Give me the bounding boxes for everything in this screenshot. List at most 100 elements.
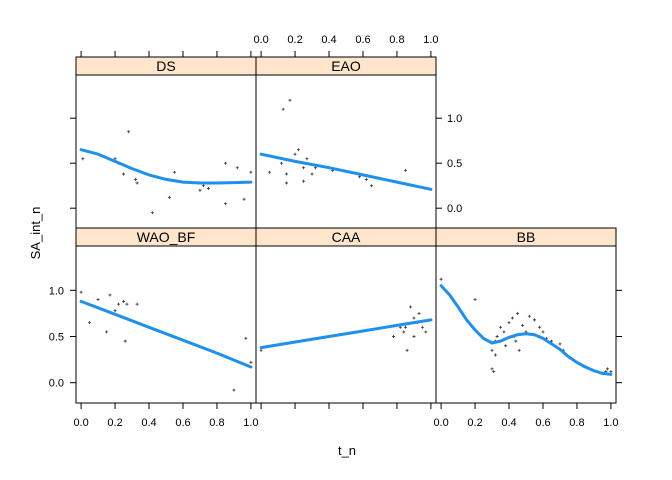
smooth-line: [79, 299, 253, 369]
x-tick-label: 0.0: [73, 417, 88, 429]
panel-frame: [435, 245, 617, 404]
data-point: [417, 311, 421, 315]
x-tick-label: 0.0: [433, 417, 448, 429]
data-point: [150, 211, 154, 215]
panel-bb: BB: [435, 227, 617, 404]
data-point: [167, 195, 171, 199]
data-point: [198, 188, 202, 192]
data-point: [296, 148, 300, 152]
data-point: [122, 299, 126, 303]
data-point: [412, 335, 416, 339]
data-point: [369, 184, 373, 188]
data-point: [606, 367, 610, 371]
x-axis-title: t_n: [338, 443, 356, 458]
data-point: [125, 302, 129, 306]
data-point: [116, 302, 120, 306]
strip-label: EAO: [331, 58, 361, 74]
data-point: [232, 388, 236, 392]
x-tick-label: 1.0: [423, 34, 438, 46]
data-point: [541, 330, 545, 334]
data-point: [517, 348, 521, 352]
data-point: [133, 177, 137, 181]
panel-frame: [75, 245, 257, 404]
data-point: [113, 309, 117, 313]
data-point: [521, 323, 525, 327]
data-point: [510, 316, 514, 320]
panel-eao: EAO: [255, 56, 437, 229]
x-tick-label: 0.8: [569, 417, 584, 429]
data-point: [609, 370, 613, 374]
data-point: [392, 335, 396, 339]
data-point: [499, 325, 503, 329]
data-point: [172, 170, 176, 174]
data-point: [223, 202, 227, 206]
data-point: [538, 325, 542, 329]
data-point: [288, 98, 292, 102]
data-point: [135, 302, 139, 306]
data-point: [235, 166, 239, 170]
x-tick-label: 0.4: [141, 417, 156, 429]
data-point: [412, 316, 416, 320]
data-point: [135, 181, 139, 185]
data-point: [405, 348, 409, 352]
data-point: [473, 298, 477, 302]
data-point: [81, 157, 85, 161]
data-point: [502, 330, 506, 334]
y-tick-label: 1.0: [49, 285, 64, 297]
data-point: [96, 298, 100, 302]
data-point: [206, 186, 210, 190]
data-point: [249, 170, 253, 174]
y-tick-label: 0.5: [447, 158, 462, 170]
y-tick-label: 1.0: [447, 113, 462, 125]
data-point: [305, 157, 309, 161]
strip-label: WAO_BF: [137, 229, 196, 245]
smooth-line: [259, 152, 433, 191]
data-point: [490, 348, 494, 352]
panel-frame: [255, 74, 437, 229]
data-point: [123, 339, 127, 343]
x-tick-label: 0.2: [467, 417, 482, 429]
x-tick-label: 0.0: [253, 34, 268, 46]
data-point: [105, 330, 109, 334]
data-point: [490, 367, 494, 371]
y-tick-label: 0.5: [49, 332, 64, 344]
panels-layer: DS EAO WAO_BF CAA BB: [75, 56, 617, 404]
data-point: [113, 157, 117, 161]
data-point: [532, 318, 536, 322]
data-point: [420, 325, 424, 329]
data-point: [285, 172, 289, 176]
data-point: [244, 336, 248, 340]
data-point: [402, 330, 406, 334]
data-point: [409, 305, 413, 309]
data-point: [285, 181, 289, 185]
data-point: [492, 370, 496, 374]
smooth-line: [439, 284, 613, 376]
x-tick-label: 0.6: [355, 34, 370, 46]
panel-ds: DS: [75, 56, 257, 229]
data-point: [249, 360, 253, 364]
panel-caa: CAA: [255, 227, 437, 404]
x-tick-label: 0.2: [287, 34, 302, 46]
x-tick-label: 0.2: [107, 417, 122, 429]
data-point: [268, 170, 272, 174]
data-point: [108, 293, 112, 297]
data-point: [302, 166, 306, 170]
panel-frame: [75, 74, 257, 229]
smooth-line: [79, 148, 253, 185]
strip-label: DS: [156, 58, 175, 74]
data-point: [439, 277, 443, 281]
data-point: [302, 179, 306, 183]
data-point: [493, 353, 497, 357]
data-point: [558, 342, 562, 346]
x-tick-label: 0.6: [175, 417, 190, 429]
y-tick-label: 0.0: [49, 378, 64, 390]
data-point: [527, 314, 531, 318]
data-point: [122, 172, 126, 176]
data-point: [293, 152, 297, 156]
data-point: [403, 325, 407, 329]
data-point: [79, 290, 83, 294]
data-point: [495, 335, 499, 339]
axes-layer: 0.0 0.2 0.4 0.6 0.8 1.0 0.0 0.2 0.4 0.6 0.8 1.0 0.0 0…: [49, 34, 622, 429]
data-point: [310, 172, 314, 176]
